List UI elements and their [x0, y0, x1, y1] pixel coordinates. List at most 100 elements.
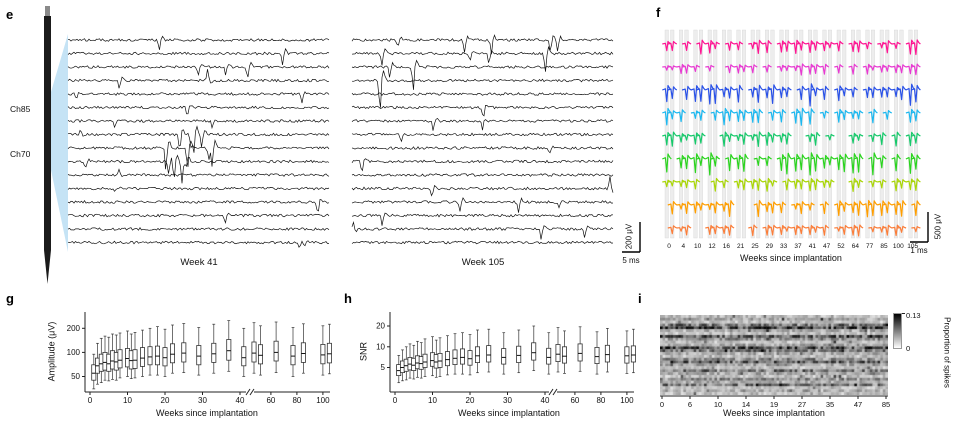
- ephys-trace: [351, 70, 614, 108]
- spike-waveform: [753, 200, 764, 218]
- box: [320, 343, 326, 365]
- ephys-trace: [67, 168, 330, 177]
- spike-waveform: [805, 202, 815, 211]
- spike-waveform: [819, 201, 830, 215]
- spike-waveform: [725, 133, 735, 142]
- spike-waveform: [739, 153, 749, 172]
- axis-break-slash: [552, 388, 558, 396]
- spike-waveform: [681, 201, 692, 214]
- spike-waveform: [696, 202, 706, 211]
- spike-waveform: [911, 132, 921, 144]
- axis-break-slash: [548, 388, 554, 396]
- spike-waveform: [724, 109, 735, 122]
- box: [147, 346, 153, 366]
- f-x-tick-label: 25: [751, 243, 759, 250]
- box: [444, 351, 450, 367]
- spike-waveform: [896, 179, 907, 189]
- spike-waveform: [782, 65, 792, 72]
- f-x-tick-label: 12: [708, 243, 716, 250]
- box: [257, 344, 263, 365]
- spike-waveform: [767, 133, 778, 143]
- x-tick-label: 30: [198, 396, 207, 405]
- spike-waveform: [724, 86, 735, 99]
- y-tick-label: 200: [67, 324, 81, 333]
- spike-waveform: [868, 65, 878, 71]
- box: [154, 345, 160, 366]
- spike-waveform: [834, 200, 844, 217]
- spike-waveform: [911, 178, 921, 191]
- channel-label-top: Ch85: [10, 104, 31, 114]
- unit-column-stripe: [842, 29, 847, 239]
- spike-waveform: [882, 86, 893, 98]
- ephys-trace: [67, 47, 330, 66]
- spike-waveform: [681, 154, 692, 170]
- ephys-trace: [67, 154, 330, 184]
- ephys-trace: [351, 92, 614, 96]
- spike-waveform: [762, 40, 772, 54]
- spike-waveform: [690, 178, 701, 190]
- spike-waveform: [810, 87, 821, 97]
- spike-waveform: [868, 133, 878, 143]
- channel-label-bottom: Ch70: [10, 149, 31, 159]
- box: [117, 349, 123, 369]
- spike-waveform: [776, 201, 787, 214]
- box: [486, 345, 492, 363]
- spike-waveform: [839, 87, 850, 97]
- f-x-tick-label: 29: [766, 243, 774, 250]
- spike-waveform: [748, 224, 758, 237]
- ephys-trace: [351, 197, 614, 213]
- box: [577, 343, 583, 362]
- spike-waveform: [681, 224, 692, 236]
- f-x-tick-label: 85: [880, 243, 888, 250]
- spike-waveform: [739, 109, 749, 121]
- spike-waveform: [681, 85, 692, 100]
- x-tick-label: 100: [316, 396, 330, 405]
- spike-waveform: [825, 133, 835, 141]
- spike-waveform: [753, 178, 764, 191]
- spike-waveform: [848, 63, 858, 75]
- box: [562, 346, 568, 364]
- x-tick-label: 20: [466, 396, 475, 405]
- ephys-trace: [351, 145, 614, 154]
- spike-waveform: [839, 225, 850, 235]
- ephys-trace: [67, 227, 330, 231]
- spike-waveform: [853, 110, 864, 120]
- f-x-tick-label: 0: [667, 243, 671, 250]
- box: [501, 348, 507, 365]
- axis-break-slash: [249, 388, 255, 396]
- spike-waveform: [667, 225, 678, 235]
- panel-label-f: f: [656, 5, 661, 20]
- spike-waveform: [868, 179, 878, 188]
- e-scalebar-time-label: 5 ms: [622, 256, 640, 265]
- spike-waveform: [724, 224, 735, 236]
- box: [624, 346, 630, 364]
- y-tick-label: 10: [376, 342, 385, 351]
- spike-waveform: [810, 41, 821, 51]
- box: [211, 342, 217, 363]
- spike-waveform: [911, 200, 921, 217]
- box: [437, 352, 443, 368]
- spike-waveform: [882, 201, 893, 214]
- spike-waveform: [724, 200, 735, 217]
- spike-waveform: [696, 85, 706, 102]
- box: [516, 345, 522, 364]
- unit-column-stripe: [670, 29, 675, 239]
- i-x-tick-label: 27: [798, 400, 806, 409]
- spike-waveform: [834, 85, 844, 102]
- unit-column-stripe: [865, 29, 870, 239]
- x-tick-label: 60: [266, 396, 275, 405]
- ephys-trace: [351, 34, 614, 55]
- x-tick-label: 80: [596, 396, 605, 405]
- unit-column-stripe: [707, 29, 712, 239]
- box: [531, 342, 537, 361]
- box: [169, 343, 175, 364]
- spike-waveform: [868, 108, 878, 124]
- colorbar: [893, 313, 902, 349]
- box: [467, 350, 473, 366]
- spike-waveform: [796, 154, 807, 171]
- i-x-tick-label: 0: [660, 400, 664, 409]
- f-x-tick-label: 4: [682, 243, 686, 250]
- trace-group-caption-week105: Week 105: [461, 257, 505, 268]
- box: [630, 345, 636, 363]
